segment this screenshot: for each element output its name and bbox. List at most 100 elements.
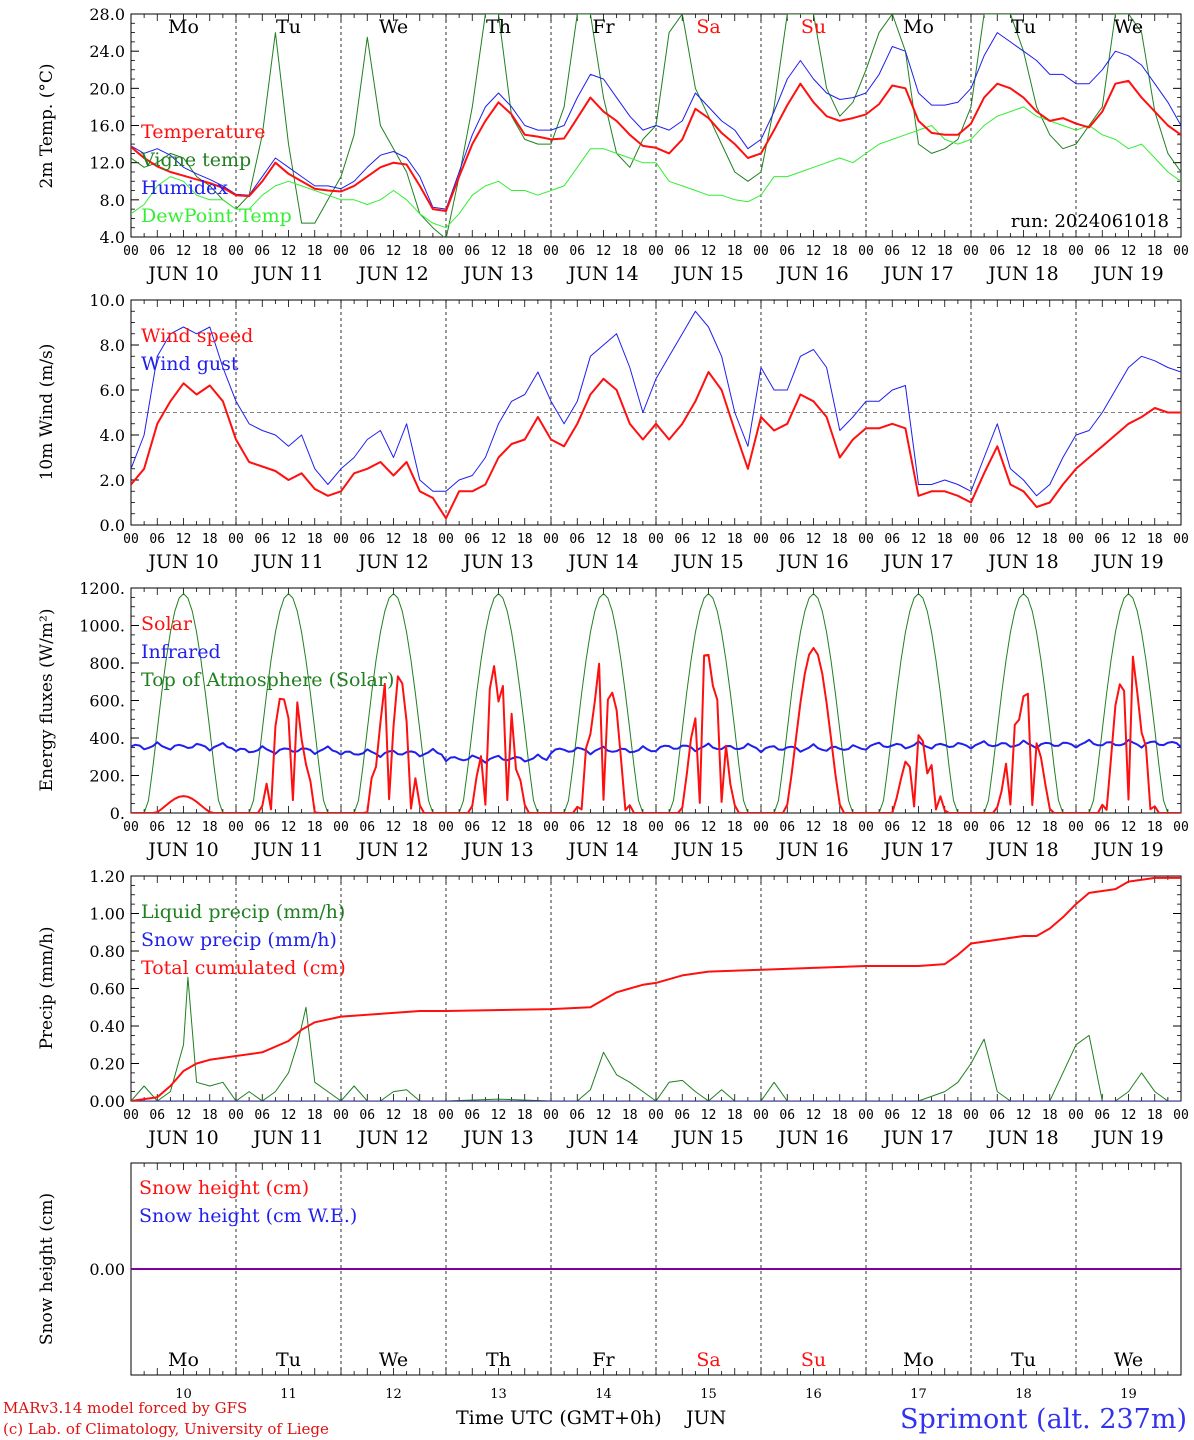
- x-hour-label: 00: [228, 532, 244, 547]
- x-hour-label: 18: [937, 532, 953, 547]
- day-number-label: 10: [175, 1387, 192, 1402]
- x-hour-label: 06: [149, 532, 165, 547]
- x-hour-label: 00: [1173, 820, 1189, 835]
- x-hour-label: 00: [543, 244, 559, 259]
- x-hour-label: 06: [1094, 244, 1110, 259]
- x-hour-label: 12: [806, 820, 822, 835]
- y-tick-label: 600.: [89, 692, 125, 711]
- x-hour-label: 18: [1147, 244, 1163, 259]
- y-axis-label: Snow height (cm): [37, 1193, 57, 1345]
- x-date-label: JUN 18: [986, 839, 1058, 861]
- x-hour-label: 12: [281, 244, 297, 259]
- legend-entry: Liquid precip (mm/h): [141, 901, 345, 923]
- weekday-label: Mo: [168, 16, 199, 38]
- x-date-label: JUN 16: [776, 1127, 848, 1149]
- day-number-label: 15: [700, 1387, 717, 1402]
- x-date-label: JUN 15: [671, 263, 743, 285]
- x-hour-label: 00: [438, 820, 454, 835]
- x-hour-label: 18: [1042, 1108, 1058, 1123]
- x-hour-label: 18: [412, 244, 428, 259]
- x-date-label: JUN 10: [146, 551, 218, 573]
- weekday-label: Sa: [696, 1349, 720, 1371]
- x-date-label: JUN 10: [146, 1127, 218, 1149]
- y-tick-label: 20.0: [89, 79, 125, 98]
- x-date-label: JUN 19: [1091, 1127, 1163, 1149]
- weekday-label: Su: [801, 1349, 826, 1371]
- x-hour-label: 12: [386, 244, 402, 259]
- x-hour-label: 00: [1068, 244, 1084, 259]
- x-date-label: JUN 16: [776, 551, 848, 573]
- x-hour-label: 00: [1173, 532, 1189, 547]
- plot-area: [131, 14, 1181, 237]
- x-hour-label: 18: [1042, 244, 1058, 259]
- x-hour-label: 00: [543, 532, 559, 547]
- day-number-label: 19: [1120, 1387, 1137, 1402]
- x-hour-label: 00: [228, 244, 244, 259]
- x-hour-label: 12: [281, 820, 297, 835]
- x-hour-label: 06: [359, 820, 375, 835]
- y-tick-label: 0.00: [89, 1092, 125, 1111]
- legend-entry: Wind speed: [141, 325, 253, 347]
- x-hour-label: 06: [674, 1108, 690, 1123]
- x-date-label: JUN 14: [566, 551, 638, 573]
- x-hour-label: 06: [884, 244, 900, 259]
- x-hour-label: 00: [963, 1108, 979, 1123]
- x-hour-label: 00: [543, 820, 559, 835]
- x-date-label: JUN 11: [251, 839, 323, 861]
- x-hour-label: 18: [622, 244, 638, 259]
- x-date-label: JUN 12: [356, 1127, 428, 1149]
- x-hour-label: 12: [491, 1108, 507, 1123]
- x-hour-label: 18: [517, 1108, 533, 1123]
- x-hour-label: 06: [884, 820, 900, 835]
- x-hour-label: 18: [202, 1108, 218, 1123]
- weekday-label: Su: [801, 16, 826, 38]
- weekday-label: We: [1114, 1349, 1143, 1371]
- y-tick-label: 0.40: [89, 1017, 125, 1036]
- x-hour-label: 18: [412, 820, 428, 835]
- panel-2: 0.0 2.0 4.0 6.0 8.0 10.0 10m Wind (m/s) 00 06 12 1…: [37, 291, 1189, 573]
- x-hour-label: 00: [648, 532, 664, 547]
- y-tick-label: 2.0: [100, 471, 125, 490]
- series-line-2: [131, 32, 1181, 210]
- weekday-label: Fr: [592, 16, 615, 38]
- legend-entry: Humidex: [141, 177, 228, 199]
- day-number-label: 12: [385, 1387, 402, 1402]
- x-hour-label: 12: [701, 820, 717, 835]
- x-date-label: JUN 15: [671, 1127, 743, 1149]
- x-hour-label: 06: [359, 532, 375, 547]
- x-hour-label: 00: [648, 1108, 664, 1123]
- x-hour-label: 12: [1121, 1108, 1137, 1123]
- y-tick-label: 4.0: [100, 228, 125, 247]
- y-tick-label: 0.: [110, 804, 125, 823]
- legend-entry: Snow precip (mm/h): [141, 929, 337, 951]
- x-hour-label: 06: [149, 1108, 165, 1123]
- x-hour-label: 06: [1094, 532, 1110, 547]
- weekday-label: Tu: [276, 16, 301, 38]
- y-tick-label: 10.0: [89, 291, 125, 310]
- x-hour-label: 18: [832, 1108, 848, 1123]
- weekday-label: Tu: [1011, 1349, 1036, 1371]
- x-hour-label: 00: [1068, 820, 1084, 835]
- x-hour-label: 12: [281, 1108, 297, 1123]
- x-hour-label: 06: [674, 820, 690, 835]
- day-number-label: 14: [595, 1387, 612, 1402]
- weekday-label: Th: [486, 16, 511, 38]
- series-line-0: [131, 371, 1181, 520]
- x-hour-label: 18: [832, 244, 848, 259]
- panel-5: 0.00 Snow height (cm) Snow height (cm) Snow…: [37, 1162, 1182, 1376]
- x-hour-label: 06: [149, 244, 165, 259]
- x-hour-label: 00: [753, 244, 769, 259]
- x-hour-label: 06: [1094, 1108, 1110, 1123]
- day-number-label: 17: [910, 1387, 927, 1402]
- run-annotation: run: 2024061018: [1011, 211, 1169, 232]
- x-date-label: JUN 16: [776, 263, 848, 285]
- x-hour-label: 00: [333, 244, 349, 259]
- x-hour-label: 00: [648, 244, 664, 259]
- x-hour-label: 18: [1147, 532, 1163, 547]
- x-hour-label: 18: [622, 820, 638, 835]
- x-date-label: JUN 19: [1091, 551, 1163, 573]
- y-tick-label: 0.60: [89, 980, 125, 999]
- x-date-label: JUN 19: [1091, 263, 1163, 285]
- x-hour-label: 12: [806, 532, 822, 547]
- x-hour-label: 00: [438, 1108, 454, 1123]
